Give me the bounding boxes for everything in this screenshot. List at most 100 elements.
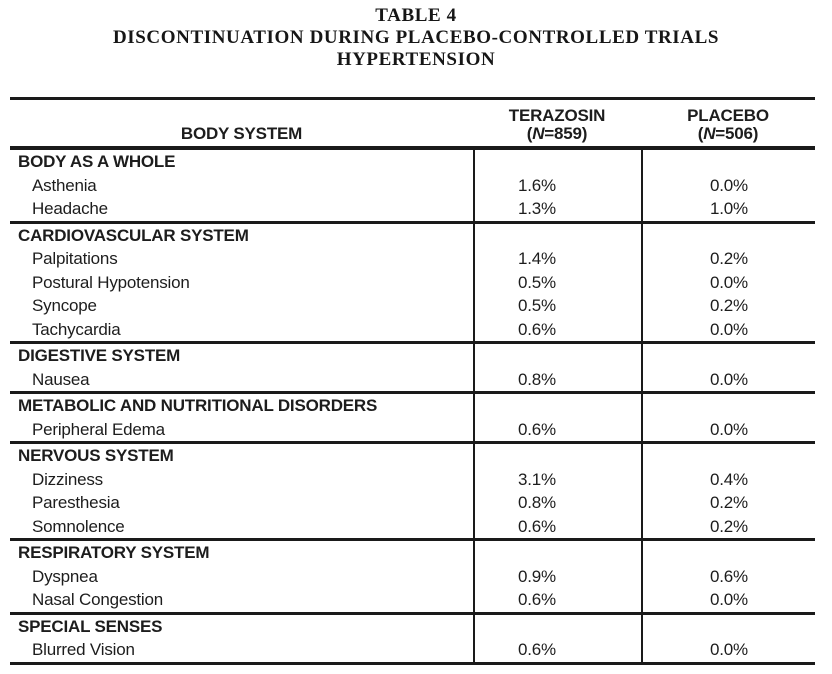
- adverse-event-cell: Blurred Vision: [32, 640, 135, 659]
- section-name-cell: RESPIRATORY SYSTEM: [18, 543, 210, 562]
- section-name-cell: BODY AS A WHOLE: [18, 152, 176, 171]
- placebo-value-cell: 0.0%: [641, 367, 815, 391]
- section-header-row: BODY AS A WHOLE: [10, 150, 815, 174]
- placebo-empty-cell: [641, 444, 815, 468]
- section-name-cell: DIGESTIVE SYSTEM: [18, 346, 181, 365]
- table-row: Palpitations 1.4% 0.2%: [10, 247, 815, 271]
- discontinuation-table: BODY SYSTEM TERAZOSIN (N=859) PLACEBO (N…: [10, 97, 815, 665]
- table-title-line: DISCONTINUATION DURING PLACEBO-CONTROLLE…: [112, 27, 720, 48]
- placebo-value-cell: 0.6%: [641, 564, 815, 588]
- table-title-block: TABLE 4 DISCONTINUATION DURING PLACEBO-C…: [0, 0, 832, 71]
- table-section-0: BODY AS A WHOLE Asthenia 1.6% 0.0% Headache 1…: [10, 150, 815, 221]
- terazosin-empty-cell: [473, 614, 641, 638]
- placebo-value-cell: 0.4%: [641, 467, 815, 491]
- section-header-row: CARDIOVASCULAR SYSTEM: [10, 223, 815, 247]
- adverse-event-cell: Postural Hypotension: [32, 272, 190, 292]
- terazosin-value-cell: 1.6%: [473, 173, 641, 197]
- col-header-body-system-label: BODY SYSTEM: [180, 124, 303, 143]
- placebo-value-cell: 1.0%: [641, 197, 815, 221]
- adverse-event-cell: Dizziness: [32, 469, 103, 489]
- table-row: Headache 1.3% 1.0%: [10, 197, 815, 221]
- terazosin-value-cell: 0.9%: [473, 564, 641, 588]
- table-section-4: NERVOUS SYSTEM Dizziness 3.1% 0.4% Paresthes…: [10, 441, 815, 538]
- terazosin-value-cell: 0.6%: [473, 514, 641, 538]
- table-section-6: SPECIAL SENSES Blurred Vision 0.6% 0.0%: [10, 611, 815, 662]
- table-section-5: RESPIRATORY SYSTEM Dyspnea 0.9% 0.6% Nasal C…: [10, 538, 815, 612]
- table-row: Paresthesia 0.8% 0.2%: [10, 491, 815, 515]
- table-section-2: DIGESTIVE SYSTEM Nausea 0.8% 0.0%: [10, 341, 815, 391]
- terazosin-value-cell: 0.5%: [473, 294, 641, 318]
- table-body: BODY AS A WHOLE Asthenia 1.6% 0.0% Headache 1…: [10, 150, 815, 665]
- adverse-event-cell: Headache: [32, 199, 108, 218]
- terazosin-value-cell: 0.5%: [473, 270, 641, 294]
- placebo-empty-cell: [641, 394, 815, 418]
- table-row: Somnolence 0.6% 0.2%: [10, 514, 815, 538]
- col-header-body-system: BODY SYSTEM: [10, 100, 473, 146]
- section-header-row: DIGESTIVE SYSTEM: [10, 344, 815, 368]
- col-header-placebo-label: PLACEBO: [687, 106, 769, 125]
- placebo-empty-cell: [641, 344, 815, 368]
- placebo-empty-cell: [641, 223, 815, 247]
- adverse-event-cell: Palpitations: [32, 249, 118, 268]
- adverse-event-cell: Nausea: [32, 369, 90, 389]
- section-name-cell: METABOLIC AND NUTRITIONAL DISORDERS: [18, 396, 378, 415]
- table-row: Nasal Congestion 0.6% 0.0%: [10, 588, 815, 612]
- placebo-value-cell: 0.2%: [641, 514, 815, 538]
- table-row: Asthenia 1.6% 0.0%: [10, 173, 815, 197]
- placebo-empty-cell: [641, 541, 815, 565]
- terazosin-value-cell: 1.4%: [473, 247, 641, 271]
- terazosin-empty-cell: [473, 444, 641, 468]
- section-name-cell: NERVOUS SYSTEM: [18, 446, 174, 465]
- terazosin-empty-cell: [473, 394, 641, 418]
- adverse-event-cell: Asthenia: [32, 175, 97, 195]
- terazosin-value-cell: 0.6%: [473, 588, 641, 612]
- terazosin-empty-cell: [473, 150, 641, 174]
- section-name-cell: CARDIOVASCULAR SYSTEM: [18, 225, 249, 245]
- terazosin-n-count: (N=859): [526, 124, 588, 143]
- terazosin-value-cell: 1.3%: [473, 197, 641, 221]
- terazosin-empty-cell: [473, 223, 641, 247]
- col-header-placebo: PLACEBO (N=506): [641, 100, 815, 146]
- terazosin-value-cell: 0.6%: [473, 317, 641, 341]
- section-header-row: SPECIAL SENSES: [10, 614, 815, 638]
- table-row: Syncope 0.5% 0.2%: [10, 294, 815, 318]
- terazosin-empty-cell: [473, 541, 641, 565]
- placebo-value-cell: 0.2%: [641, 491, 815, 515]
- table-row: Blurred Vision 0.6% 0.0%: [10, 638, 815, 662]
- adverse-event-cell: Paresthesia: [32, 493, 120, 512]
- table-subtitle: HYPERTENSION: [336, 49, 496, 70]
- table-row: Postural Hypotension 0.5% 0.0%: [10, 270, 815, 294]
- placebo-value-cell: 0.2%: [641, 294, 815, 318]
- placebo-value-cell: 0.0%: [641, 638, 815, 662]
- table-header-row: BODY SYSTEM TERAZOSIN (N=859) PLACEBO (N…: [10, 97, 815, 150]
- table-section-1: CARDIOVASCULAR SYSTEM Palpitations 1.4% 0.2…: [10, 220, 815, 341]
- placebo-empty-cell: [641, 150, 815, 174]
- placebo-empty-cell: [641, 614, 815, 638]
- adverse-event-cell: Syncope: [32, 296, 97, 315]
- placebo-value-cell: 0.0%: [641, 270, 815, 294]
- terazosin-value-cell: 0.8%: [473, 367, 641, 391]
- table-row: Tachycardia 0.6% 0.0%: [10, 317, 815, 341]
- placebo-value-cell: 0.0%: [641, 588, 815, 612]
- section-header-row: METABOLIC AND NUTRITIONAL DISORDERS: [10, 394, 815, 418]
- section-header-row: NERVOUS SYSTEM: [10, 444, 815, 468]
- terazosin-value-cell: 0.6%: [473, 417, 641, 441]
- placebo-value-cell: 0.0%: [641, 173, 815, 197]
- col-header-terazosin: TERAZOSIN (N=859): [473, 100, 641, 146]
- terazosin-value-cell: 3.1%: [473, 467, 641, 491]
- adverse-event-cell: Dyspnea: [32, 566, 98, 586]
- adverse-event-cell: Somnolence: [32, 516, 125, 536]
- table-row: Peripheral Edema 0.6% 0.0%: [10, 417, 815, 441]
- section-name-cell: SPECIAL SENSES: [18, 616, 163, 636]
- terazosin-value-cell: 0.8%: [473, 491, 641, 515]
- table-row: Dizziness 3.1% 0.4%: [10, 467, 815, 491]
- adverse-event-cell: Peripheral Edema: [32, 419, 165, 439]
- table-row: Nausea 0.8% 0.0%: [10, 367, 815, 391]
- adverse-event-cell: Nasal Congestion: [32, 590, 163, 609]
- terazosin-empty-cell: [473, 344, 641, 368]
- table-section-3: METABOLIC AND NUTRITIONAL DISORDERS Perip…: [10, 391, 815, 441]
- section-header-row: RESPIRATORY SYSTEM: [10, 541, 815, 565]
- terazosin-value-cell: 0.6%: [473, 638, 641, 662]
- table-row: Dyspnea 0.9% 0.6%: [10, 564, 815, 588]
- col-header-terazosin-label: TERAZOSIN: [508, 106, 606, 125]
